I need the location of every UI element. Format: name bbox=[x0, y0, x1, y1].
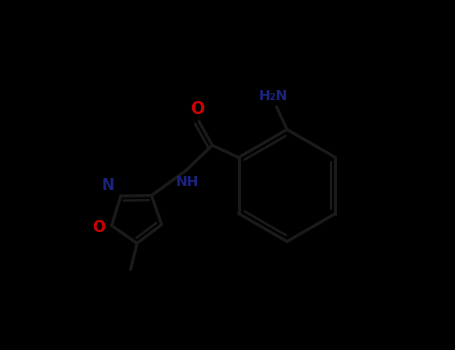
Text: O: O bbox=[190, 100, 204, 118]
Text: NH: NH bbox=[176, 175, 199, 189]
Text: H₂N: H₂N bbox=[258, 89, 288, 103]
Text: N: N bbox=[101, 178, 114, 193]
Text: O: O bbox=[92, 220, 106, 235]
